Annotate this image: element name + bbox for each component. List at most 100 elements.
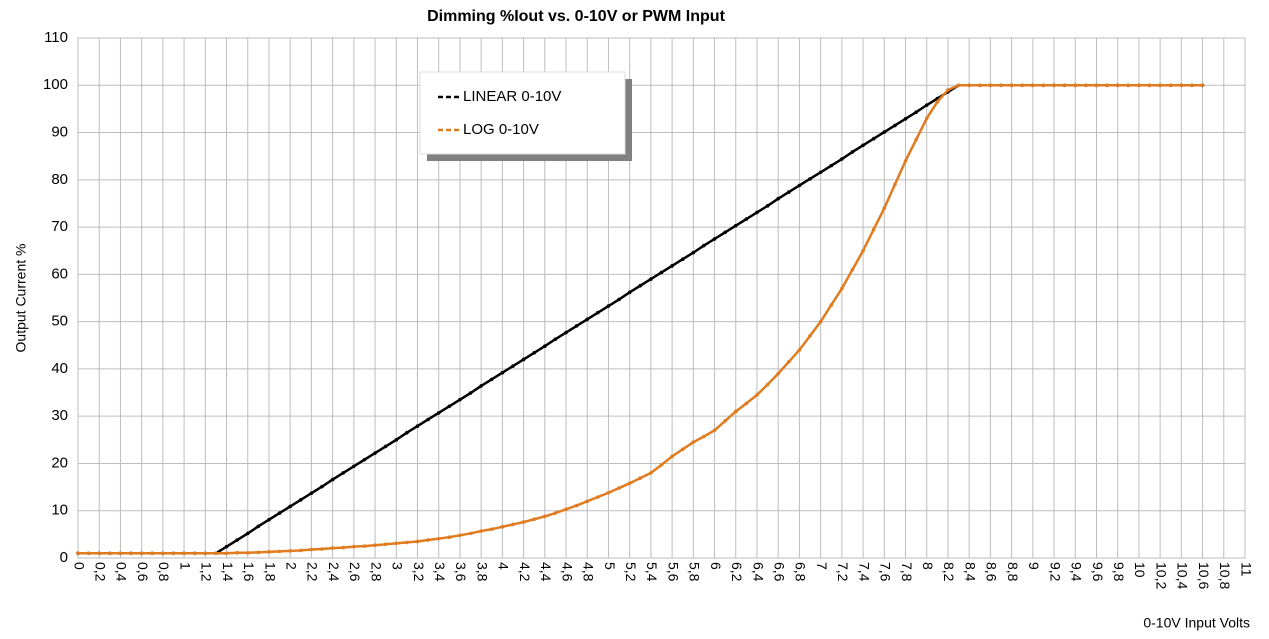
data-point [182,551,186,556]
data-point [1020,83,1025,88]
data-point [871,227,876,232]
data-point [426,538,430,542]
data-point [638,283,643,288]
x-tick-label: 7,4 [856,562,872,582]
data-point [638,476,643,480]
data-point [298,498,303,502]
data-point [1179,83,1184,88]
x-tick-label: 6 [708,562,724,570]
x-tick-label: 7 [814,562,830,570]
data-point [797,348,802,352]
data-point [712,237,717,241]
data-point [118,551,123,556]
data-point [543,514,547,519]
data-point [924,116,929,121]
x-tick-label: 0,8 [156,562,172,582]
data-point [744,217,749,221]
data-point [320,547,324,551]
data-point [150,551,155,556]
data-point [956,83,961,88]
data-point [733,223,738,228]
data-point [1200,83,1205,88]
data-point [277,511,282,515]
data-point [946,88,950,92]
data-point [691,250,696,255]
data-point [808,177,812,181]
data-point [1031,83,1035,88]
data-point [362,457,367,462]
data-point [394,438,399,442]
data-point [924,103,929,107]
x-tick-label: 0 [71,562,87,570]
data-point [447,535,452,539]
data-point [267,517,271,522]
data-point [362,544,367,548]
data-point [702,243,706,248]
y-tick-label: 50 [51,313,68,330]
y-tick-label: 90 [51,124,68,141]
data-point [787,360,791,364]
data-point [765,382,770,387]
legend-box [419,71,626,155]
data-point [649,471,653,475]
data-point [245,551,250,555]
x-tick-label: 5,2 [623,562,639,582]
x-tick-label: 2,4 [326,562,342,582]
data-point [564,507,568,512]
x-tick-label: 3 [390,562,406,570]
data-point [1052,83,1056,88]
data-point [829,163,834,168]
chart-title: Dimming %Iout vs. 0-10V or PWM Input [427,8,725,25]
y-axis-label: Output Current % [13,244,29,353]
x-tick-label: 5,8 [687,562,703,582]
data-point [882,206,887,210]
data-point [511,364,515,368]
data-point [596,495,600,499]
data-point [458,533,462,538]
data-point [1115,83,1120,88]
x-tick-label: 6,8 [793,562,809,582]
data-point [76,551,80,556]
data-point [352,544,356,549]
data-point [500,525,505,529]
x-tick-label: 9 [1026,562,1042,570]
data-point [606,304,611,308]
data-point [256,524,261,529]
data-point [659,463,664,467]
data-point [914,137,918,142]
data-point [405,540,409,545]
data-point [139,551,144,556]
x-tick-label: 8,6 [984,562,1000,582]
data-point [903,159,908,163]
x-tick-label: 1,8 [262,562,278,582]
data-point [999,83,1003,88]
data-point [129,551,133,556]
data-point [617,297,621,302]
data-point [405,430,409,435]
data-point [1009,83,1014,88]
legend-label: LINEAR 0-10V [463,88,561,105]
legend-label: LOG 0-10V [463,121,539,138]
data-point [861,248,865,253]
y-tick-label: 80 [51,171,68,188]
data-point [235,551,239,555]
data-point [436,536,441,541]
data-point [500,370,505,375]
data-point [691,440,696,444]
x-tick-label: 10,6 [1196,562,1212,589]
data-point [1168,83,1173,88]
data-point [1073,83,1078,88]
data-point [850,150,855,154]
x-tick-label: 5,4 [644,562,660,582]
x-tick-label: 8,2 [941,562,957,582]
x-tick-label: 2 [283,562,299,570]
data-point [903,117,908,121]
data-point [214,551,218,556]
data-point [86,551,91,556]
x-tick-label: 3,6 [453,562,469,582]
data-point [1126,83,1131,88]
x-tick-label: 9,8 [1111,562,1127,582]
x-tick-label: 9,2 [1047,562,1063,582]
x-tick-label: 1,4 [220,562,236,582]
